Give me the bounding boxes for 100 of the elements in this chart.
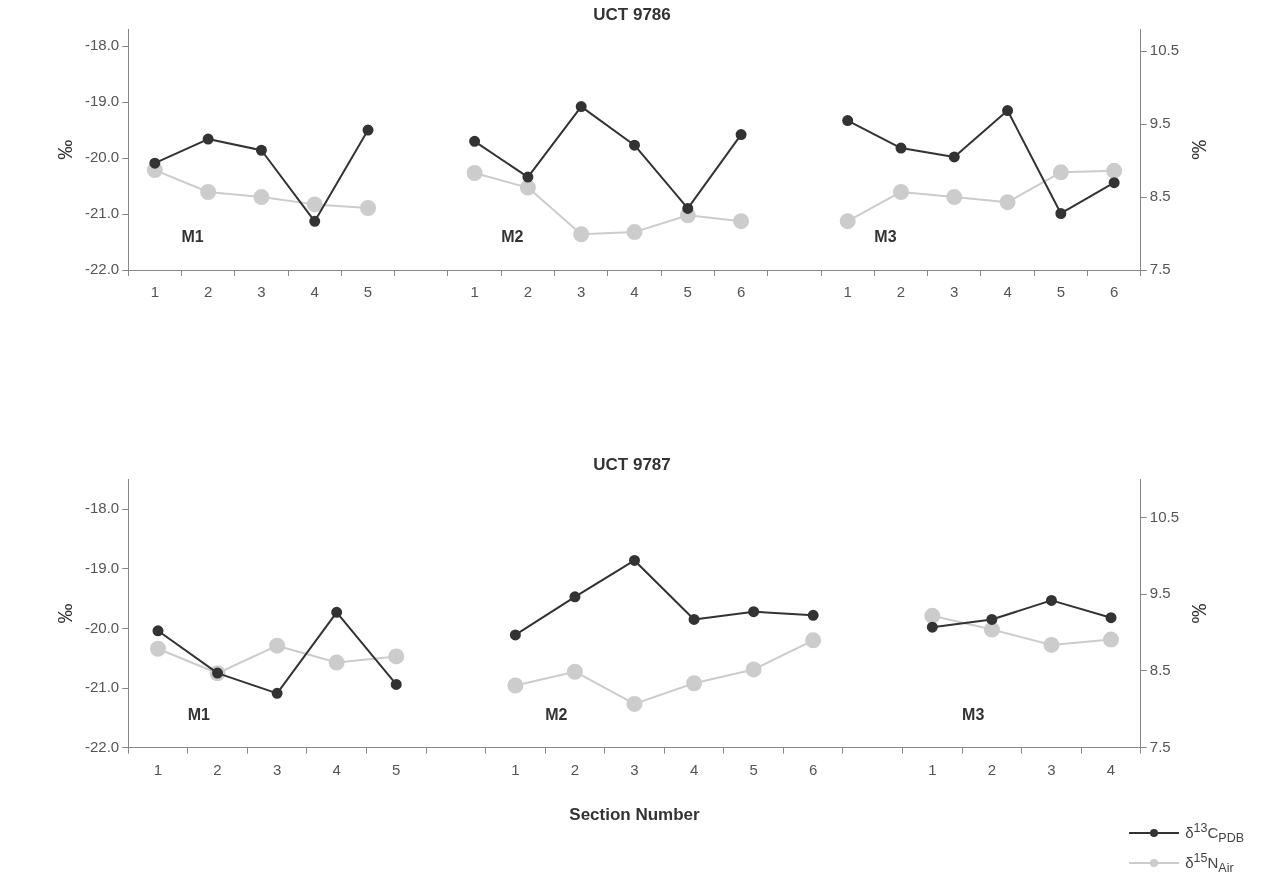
point	[688, 613, 700, 625]
y2-tick-label: 8.5	[1149, 661, 1171, 679]
point	[686, 675, 703, 692]
point	[1105, 612, 1117, 624]
point	[575, 101, 587, 113]
point	[566, 663, 583, 680]
y2-tick-label: 7.5	[1149, 260, 1171, 278]
y-tick-label: -18.0	[84, 499, 120, 517]
point	[522, 171, 534, 183]
chart-title: UCT 9786	[593, 4, 671, 24]
point	[469, 135, 481, 147]
point	[805, 632, 822, 649]
x-tick-label: 2	[896, 283, 906, 301]
point	[629, 554, 640, 566]
point	[682, 202, 694, 214]
point	[1106, 162, 1123, 179]
x-tick-label: 2	[203, 283, 213, 301]
point	[569, 591, 581, 603]
point	[807, 609, 819, 621]
point	[626, 695, 643, 712]
y2-tick-label: 8.5	[1149, 187, 1171, 205]
point	[745, 661, 762, 678]
point	[255, 144, 267, 156]
point	[946, 189, 963, 206]
y-tick-label: -18.0	[84, 36, 120, 54]
annotation: M1	[181, 228, 204, 246]
y2-axis-title: ‰	[1188, 139, 1211, 160]
point	[1055, 207, 1067, 219]
point	[626, 224, 643, 241]
point	[948, 151, 960, 163]
point	[1002, 105, 1014, 117]
point	[200, 183, 217, 200]
point	[735, 129, 747, 141]
point	[926, 621, 938, 633]
point	[306, 196, 323, 213]
x-tick-label: 5	[392, 760, 401, 778]
x-tick-label: 3	[630, 760, 639, 778]
point	[149, 640, 166, 657]
point	[388, 648, 405, 665]
point	[149, 157, 161, 169]
point	[507, 677, 524, 694]
point	[748, 606, 760, 618]
y2-tick-label: 9.5	[1149, 114, 1171, 132]
y-tick-label: -22.0	[84, 260, 120, 278]
x-tick-label: 2	[987, 760, 997, 778]
y-tick-label: -21.0	[84, 204, 120, 222]
legend-label: δ$^{15}$N$_{Air}$	[1185, 850, 1234, 877]
point	[999, 194, 1016, 211]
point	[842, 115, 854, 127]
point	[983, 621, 1000, 638]
point	[1043, 636, 1060, 653]
point	[271, 687, 283, 699]
annotation: M3	[962, 706, 985, 724]
x-tick-label: 2	[523, 283, 533, 301]
point	[362, 124, 374, 136]
x-tick-label: 6	[736, 283, 746, 301]
x-tick-label: 1	[928, 760, 937, 778]
y-axis-title: ‰	[53, 603, 76, 624]
x-tick-label: 4	[689, 760, 699, 778]
y-tick-label: -21.0	[84, 678, 120, 696]
annotation: M3	[874, 228, 897, 246]
y-tick-label: -20.0	[84, 618, 120, 636]
x-tick-label: 4	[310, 283, 319, 301]
point	[331, 606, 343, 618]
x-tick-label: 4	[1003, 283, 1012, 301]
point	[1108, 177, 1120, 189]
point	[573, 226, 590, 243]
point	[309, 215, 321, 227]
x-tick-label: 4	[332, 760, 341, 778]
point	[360, 200, 377, 217]
point	[509, 629, 521, 641]
x-axis-title: Section Number	[569, 805, 701, 825]
x-tick-label: 3	[257, 283, 266, 301]
x-tick-label: 6	[809, 760, 818, 778]
point	[269, 637, 286, 654]
x-tick-label: 2	[570, 760, 580, 778]
point	[466, 165, 483, 182]
point	[1045, 594, 1057, 606]
point	[892, 183, 909, 200]
annotation: M2	[501, 228, 524, 246]
x-tick-label: 2	[213, 760, 222, 778]
x-tick-label: 5	[363, 283, 373, 301]
x-tick-label: 3	[272, 760, 282, 778]
point	[1103, 631, 1120, 648]
y2-tick-label: 10.5	[1149, 41, 1180, 59]
x-tick-label: 5	[1056, 283, 1066, 301]
x-tick-label: 1	[153, 760, 163, 778]
y-tick-label: -19.0	[84, 92, 120, 110]
point	[519, 179, 536, 196]
x-tick-label: 4	[630, 283, 639, 301]
y2-axis-title: ‰	[1188, 603, 1211, 624]
point	[986, 613, 998, 625]
point	[1052, 164, 1069, 181]
x-tick-label: 1	[470, 283, 479, 301]
x-tick-label: 1	[843, 283, 852, 301]
y-tick-label: -22.0	[84, 737, 120, 755]
x-tick-label: 5	[683, 283, 692, 301]
point	[152, 625, 164, 637]
point	[895, 142, 907, 154]
annotation: M1	[187, 706, 211, 724]
